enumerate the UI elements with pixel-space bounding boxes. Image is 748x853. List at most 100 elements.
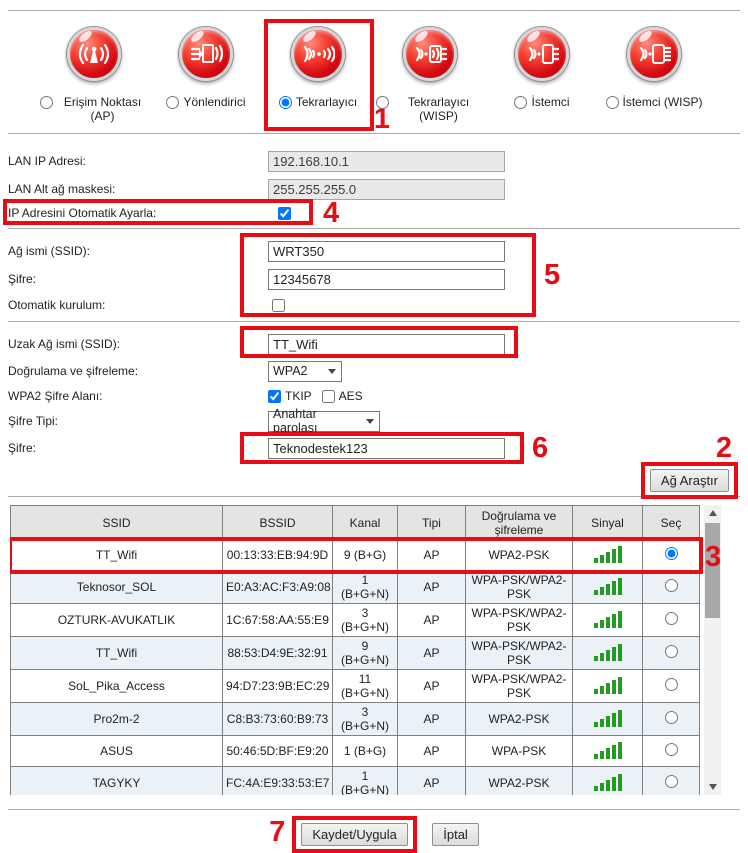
cell-bssid: E0:A3:AC:F3:A9:08 — [222, 570, 333, 604]
chevron-down-icon — [366, 418, 374, 424]
mode-radio-repeater-wisp[interactable] — [375, 96, 389, 109]
mode-radio-router[interactable] — [166, 96, 180, 109]
cell-channel: 11 (B+G+N) — [332, 669, 398, 703]
mode-label: İstemci — [531, 95, 570, 109]
column-header: Tipi — [397, 505, 466, 540]
cell-signal — [572, 766, 643, 795]
cell-select — [642, 669, 700, 703]
auto-setup-checkbox[interactable] — [272, 298, 285, 312]
mode-access-point: Erişim Noktası (AP) — [38, 23, 150, 127]
aes-checkbox[interactable] — [321, 389, 335, 403]
key-type-select-value: Anahtar parolası — [273, 407, 318, 435]
lan-ip-input — [268, 150, 505, 172]
scroll-up-icon[interactable] — [704, 505, 721, 521]
remote-wifi-section: 6 Uzak Ağ ismi (SSID): Doğrulama ve şifr… — [0, 322, 748, 466]
column-header: Kanal — [332, 505, 398, 540]
remote-ssid-label: Uzak Ağ ismi (SSID): — [8, 337, 121, 351]
access-point-icon — [67, 27, 121, 81]
cell-select — [642, 735, 700, 767]
column-header: Doğrulama ve şifreleme — [465, 505, 573, 540]
auto-ip-label: IP Adresini Otomatik Ayarla: — [8, 206, 157, 220]
tkip-checkbox[interactable] — [268, 389, 281, 403]
signal-strength-icon — [593, 643, 622, 661]
cell-select — [642, 766, 700, 795]
scroll-down-icon[interactable] — [704, 779, 721, 795]
router-icon — [179, 27, 233, 81]
local-password-input[interactable] — [268, 268, 505, 290]
mode-client-wisp: İstemci (WISP) — [598, 23, 710, 127]
cell-select — [642, 702, 700, 736]
ssid-label: Ağ ismi (SSID): — [8, 244, 91, 258]
divider — [8, 133, 740, 134]
divider — [8, 809, 740, 810]
column-header: Sinyal — [572, 505, 643, 540]
auth-select[interactable]: WPA2 — [268, 360, 342, 382]
cell-channel: 9 (B+G+N) — [332, 636, 398, 670]
ssid-input[interactable] — [268, 240, 505, 262]
cell-type: AP — [397, 636, 466, 670]
cell-channel: 1 (B+G+N) — [332, 570, 398, 604]
cancel-button[interactable]: İptal — [432, 823, 479, 846]
cell-ssid: OZTURK-AVUKATLIK — [10, 603, 223, 637]
remote-ssid-input[interactable] — [268, 333, 505, 355]
mode-label: Erişim Noktası (AP) — [63, 95, 142, 123]
select-network-radio[interactable] — [664, 711, 678, 724]
cell-type: AP — [397, 570, 466, 604]
cell-signal — [572, 603, 643, 637]
signal-strength-icon — [593, 709, 622, 727]
client-icon — [528, 44, 559, 64]
cell-channel: 1 (B+G+N) — [332, 766, 398, 795]
lan-ip-label: LAN IP Adresi: — [8, 154, 86, 168]
cell-select — [642, 636, 700, 670]
mode-radio-client-wisp[interactable] — [605, 96, 619, 109]
mode-label: Tekrarlayıcı — [295, 95, 358, 109]
scan-network-button[interactable]: Ağ Araştır — [649, 469, 729, 492]
scan-results-table: SSID BSSID Kanal Tipi Doğrulama ve şifreleme… — [10, 505, 703, 795]
select-network-radio[interactable] — [664, 743, 678, 756]
mode-radio-access-point[interactable] — [39, 96, 53, 109]
cell-type: AP — [397, 603, 466, 637]
signal-strength-icon — [593, 676, 622, 694]
repeater-wisp-icon — [403, 27, 457, 81]
lan-mask-input — [268, 178, 505, 200]
select-network-radio[interactable] — [664, 645, 678, 658]
mode-repeater: 1 Tekrarlayıcı — [262, 19, 390, 134]
cell-select — [642, 539, 700, 571]
cell-ssid: TT_Wifi — [10, 539, 223, 571]
cell-signal — [572, 539, 643, 571]
repeater-icon — [303, 45, 335, 63]
mode-repeater-wisp: Tekrarlayıcı (WISP) — [374, 23, 486, 127]
select-network-radio[interactable] — [664, 678, 678, 691]
select-network-radio[interactable] — [664, 547, 678, 560]
select-network-radio[interactable] — [664, 579, 678, 592]
client-icon — [515, 27, 569, 81]
table-row: OZTURK-AVUKATLIK 1C:67:58:AA:55:E9 3 (B+G+… — [10, 603, 700, 637]
auto-ip-checkbox[interactable] — [278, 206, 291, 220]
annotation-box-2: Ağ Araştır — [640, 462, 738, 499]
select-network-radio[interactable] — [664, 775, 678, 788]
tkip-label: TKIP — [285, 389, 312, 403]
access-point-icon — [78, 43, 110, 65]
cell-bssid: 88:53:D4:9E:32:91 — [222, 636, 333, 670]
cell-ssid: TT_Wifi — [10, 636, 223, 670]
cell-auth: WPA-PSK/WPA2-PSK — [465, 669, 573, 703]
table-scrollbar[interactable] — [704, 505, 721, 795]
mode-router: Yönlendirici — [150, 23, 262, 127]
cipher-label: WPA2 Şifre Alanı: — [8, 389, 103, 403]
mode-radio-repeater[interactable] — [278, 96, 292, 109]
cell-ssid: Teknosor_SOL — [10, 570, 223, 604]
divider — [8, 496, 740, 497]
aes-label: AES — [338, 389, 363, 403]
table-row: SoL_Pika_Access 94:D7:23:9B:EC:29 11 (B+G+… — [10, 669, 700, 703]
remote-password-input[interactable] — [268, 437, 505, 459]
table-row: Teknosor_SOL E0:A3:AC:F3:A9:08 1 (B+G+N) AP… — [10, 570, 700, 604]
annotation-number-7: 7 — [269, 816, 286, 848]
signal-strength-icon — [593, 577, 622, 595]
select-network-radio[interactable] — [664, 612, 678, 625]
key-type-select[interactable]: Anahtar parolası — [268, 407, 380, 435]
repeater-icon — [291, 27, 345, 81]
cell-select — [642, 603, 700, 637]
annotation-number-4: 4 — [323, 197, 340, 229]
mode-radio-client[interactable] — [514, 96, 528, 109]
scrollbar-thumb[interactable] — [705, 523, 720, 618]
